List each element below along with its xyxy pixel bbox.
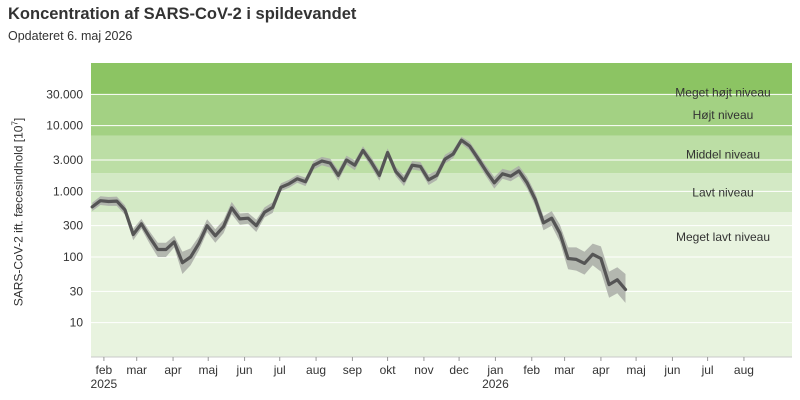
level-band-label: Meget lavt niveau (676, 230, 770, 244)
y-tick-label: 100 (63, 250, 83, 264)
x-tick-label: feb (523, 363, 540, 377)
level-band (91, 173, 792, 213)
x-tick-label: maj (199, 363, 218, 377)
level-band-labels: Meget højt niveau Højt niveau Middel nivea… (675, 85, 770, 244)
x-tick-label: maj (626, 363, 645, 377)
level-band-label: Lavt niveau (692, 186, 753, 200)
y-tick-label: 10 (70, 316, 84, 330)
series-line (90, 138, 628, 292)
chart-subtitle: Opdateret 6. maj 2026 (8, 29, 133, 43)
x-tick-label: sep (343, 363, 363, 377)
x-tick-label: jul (701, 363, 714, 377)
x-tick-label: mar (126, 363, 147, 377)
level-band (91, 63, 792, 95)
x-tick-label: nov (414, 363, 433, 377)
y-tick-label: 3.000 (53, 153, 83, 167)
level-band-label: Middel niveau (686, 147, 760, 161)
y-tick-label: 30 (70, 284, 84, 298)
x-tick-label: apr (164, 363, 181, 377)
x-tick-label: okt (380, 363, 397, 377)
level-band-label: Højt niveau (693, 108, 754, 122)
x-tick-label: apr (592, 363, 609, 377)
x-tick-label: jan (486, 363, 503, 377)
level-band (91, 212, 792, 357)
y-tick-label: 30.000 (46, 87, 83, 101)
level-band (91, 94, 792, 136)
x-tick-label: aug (734, 363, 754, 377)
x-tick-label: feb (96, 363, 113, 377)
x-tick-label: jul (273, 363, 286, 377)
y-tick-label: 10.000 (46, 119, 83, 133)
y-tick-label: 1.000 (53, 184, 83, 198)
x-tick-year-label: 2025 (91, 377, 118, 391)
y-tick-label: 300 (63, 219, 83, 233)
x-tick-label: jun (663, 363, 680, 377)
x-tick-label: mar (554, 363, 575, 377)
level-bands (91, 63, 792, 357)
y-gridlines (91, 93, 792, 324)
chart-title: Koncentration af SARS-CoV-2 i spildevand… (8, 5, 357, 23)
x-tick-label: jun (236, 363, 253, 377)
x-tick-label: dec (449, 363, 468, 377)
x-tick-year-label: 2026 (482, 377, 509, 391)
level-band-label: Meget højt niveau (675, 85, 770, 99)
x-tick-label: aug (306, 363, 326, 377)
y-tick-labels: 10 30 100 300 1.000 3.000 10.000 30.000 (46, 87, 83, 329)
